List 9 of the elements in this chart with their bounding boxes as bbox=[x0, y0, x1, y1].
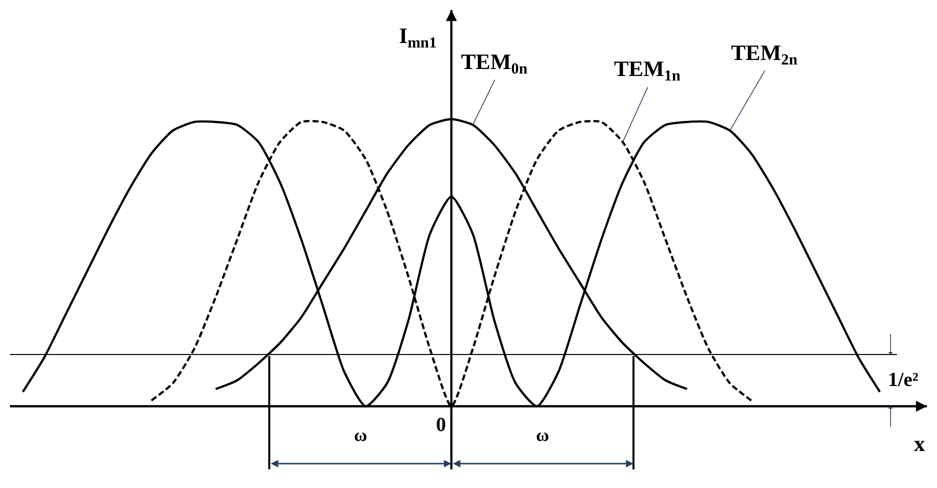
series-label: TEM$_{0n}$ bbox=[461, 49, 528, 78]
series-label: TEM$_{1n}$ bbox=[614, 56, 681, 85]
ref-line-label: 1/e² bbox=[888, 369, 918, 391]
text: ω bbox=[536, 425, 550, 445]
y-axis-title: I$_{mn1}$ bbox=[399, 23, 437, 52]
text: 0 bbox=[436, 414, 446, 436]
text: TEM$_{2n}$ bbox=[731, 40, 798, 69]
text: ω bbox=[354, 425, 368, 445]
x-axis-title: x bbox=[914, 431, 925, 456]
